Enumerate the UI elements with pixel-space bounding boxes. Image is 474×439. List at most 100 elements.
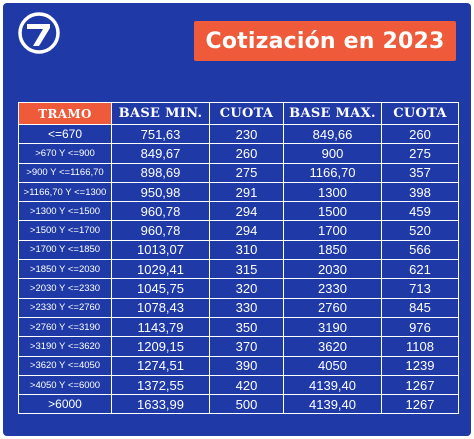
cell-cuota-min: 230 xyxy=(209,123,284,145)
table-row: >1166,70 Y <=1300 950,98 291 1300 398 xyxy=(18,181,459,203)
table-row: >2030 Y <=2330 1045,75 320 2330 713 xyxy=(18,278,459,299)
table-row: >6000 1633,99 500 4139,40 1267 xyxy=(18,394,459,415)
cell-tramo: >1500 Y <=1700 xyxy=(18,220,112,241)
cell-base-max: 2030 xyxy=(283,259,382,280)
table-body: <=670 751,63 230 849,66 260 >670 Y <=900 849,6… xyxy=(18,123,459,415)
cell-cuota-min: 370 xyxy=(209,336,284,357)
cell-cuota-max: 976 xyxy=(381,316,459,338)
cell-tramo: >6000 xyxy=(18,394,112,415)
cell-cuota-min: 294 xyxy=(209,220,284,241)
cell-cuota-min: 500 xyxy=(209,394,284,415)
table-row: >2330 Y <=2760 1078,43 330 2760 845 xyxy=(18,297,459,318)
cell-cuota-max: 621 xyxy=(381,259,459,280)
cell-cuota-min: 294 xyxy=(209,201,284,222)
cell-base-min: 1274,51 xyxy=(111,355,210,376)
column-header-tramo: TRAMO xyxy=(18,102,112,125)
cell-base-min: 1013,07 xyxy=(111,239,210,261)
cell-base-min: 1633,99 xyxy=(111,394,210,415)
cell-base-min: 1372,55 xyxy=(111,374,210,396)
cell-base-max: 3190 xyxy=(283,316,382,338)
cell-base-min: 960,78 xyxy=(111,201,210,222)
cell-base-max: 1700 xyxy=(283,220,382,241)
table-row: >2760 Y <=3190 1143,79 350 3190 976 xyxy=(18,316,459,338)
contribution-table-card: Cotización en 2023 TRAMO BASE MIN. CUOTA… xyxy=(3,3,471,436)
cell-cuota-min: 315 xyxy=(209,259,284,280)
cell-tramo: >1300 Y <=1500 xyxy=(18,201,112,222)
cell-base-min: 1045,75 xyxy=(111,278,210,299)
table-row: >4050 Y <=6000 1372,55 420 4139,40 1267 xyxy=(18,374,459,396)
cell-base-min: 1209,15 xyxy=(111,336,210,357)
seven-circle-logo-icon xyxy=(18,12,60,54)
table-row: >1300 Y <=1500 960,78 294 1500 459 xyxy=(18,201,459,222)
cell-cuota-min: 390 xyxy=(209,355,284,376)
table-row: >1700 Y <=1850 1013,07 310 1850 566 xyxy=(18,239,459,261)
cell-cuota-max: 1239 xyxy=(381,355,459,376)
cell-base-min: 898,69 xyxy=(111,162,210,183)
cell-base-min: 1029,41 xyxy=(111,259,210,280)
column-header-base-max: BASE MAX. xyxy=(283,102,382,125)
cell-base-max: 1500 xyxy=(283,201,382,222)
table-row: >1500 Y <=1700 960,78 294 1700 520 xyxy=(18,220,459,241)
cell-tramo: >2030 Y <=2330 xyxy=(18,278,112,299)
cell-tramo: >3190 Y <=3620 xyxy=(18,336,112,357)
cell-cuota-min: 310 xyxy=(209,239,284,261)
cell-base-max: 2330 xyxy=(283,278,382,299)
cell-cuota-max: 1267 xyxy=(381,374,459,396)
cell-cuota-max: 1267 xyxy=(381,394,459,415)
cell-tramo: >1166,70 Y <=1300 xyxy=(18,181,112,203)
cell-base-min: 1078,43 xyxy=(111,297,210,318)
cell-base-min: 950,98 xyxy=(111,181,210,203)
cell-cuota-min: 320 xyxy=(209,278,284,299)
cell-base-min: 960,78 xyxy=(111,220,210,241)
cell-cuota-max: 566 xyxy=(381,239,459,261)
cell-base-max: 3620 xyxy=(283,336,382,357)
page-title: Cotización en 2023 xyxy=(194,21,456,61)
contribution-table: TRAMO BASE MIN. CUOTA BASE MAX. CUOTA <=… xyxy=(18,102,459,415)
cell-cuota-max: 459 xyxy=(381,201,459,222)
cell-tramo: >670 Y <=900 xyxy=(18,143,112,164)
cell-tramo: >2330 Y <=2760 xyxy=(18,297,112,318)
cell-tramo: >1850 Y <=2030 xyxy=(18,259,112,280)
table-row: <=670 751,63 230 849,66 260 xyxy=(18,123,459,145)
table-row: >1850 Y <=2030 1029,41 315 2030 621 xyxy=(18,259,459,280)
cell-cuota-max: 357 xyxy=(381,162,459,183)
cell-cuota-min: 330 xyxy=(209,297,284,318)
cell-cuota-max: 398 xyxy=(381,181,459,203)
cell-tramo: >3620 Y <=4050 xyxy=(18,355,112,376)
table-row: >670 Y <=900 849,67 260 900 275 xyxy=(18,143,459,164)
cell-tramo: >1700 Y <=1850 xyxy=(18,239,112,261)
cell-cuota-min: 260 xyxy=(209,143,284,164)
column-header-base-min: BASE MIN. xyxy=(111,102,210,125)
cell-cuota-max: 1108 xyxy=(381,336,459,357)
cell-base-max: 1850 xyxy=(283,239,382,261)
cell-tramo: <=670 xyxy=(18,123,112,145)
table-row: >3190 Y <=3620 1209,15 370 3620 1108 xyxy=(18,336,459,357)
cell-base-max: 2760 xyxy=(283,297,382,318)
table-header-row: TRAMO BASE MIN. CUOTA BASE MAX. CUOTA xyxy=(18,102,459,125)
cell-cuota-max: 260 xyxy=(381,123,459,145)
cell-cuota-min: 420 xyxy=(209,374,284,396)
cell-tramo: >900 Y <=1166,70 xyxy=(18,162,112,183)
cell-base-max: 4139,40 xyxy=(283,394,382,415)
table-row: >900 Y <=1166,70 898,69 275 1166,70 357 xyxy=(18,162,459,183)
cell-cuota-min: 350 xyxy=(209,316,284,338)
cell-cuota-min: 291 xyxy=(209,181,284,203)
cell-base-max: 4139,40 xyxy=(283,374,382,396)
cell-base-max: 900 xyxy=(283,143,382,164)
cell-tramo: >2760 Y <=3190 xyxy=(18,316,112,338)
cell-base-min: 849,67 xyxy=(111,143,210,164)
cell-cuota-max: 713 xyxy=(381,278,459,299)
cell-base-max: 4050 xyxy=(283,355,382,376)
column-header-cuota-min: CUOTA xyxy=(209,102,284,125)
cell-cuota-min: 275 xyxy=(209,162,284,183)
cell-base-min: 751,63 xyxy=(111,123,210,145)
column-header-cuota-max: CUOTA xyxy=(381,102,459,125)
cell-tramo: >4050 Y <=6000 xyxy=(18,374,112,396)
cell-cuota-max: 845 xyxy=(381,297,459,318)
table-row: >3620 Y <=4050 1274,51 390 4050 1239 xyxy=(18,355,459,376)
cell-base-max: 849,66 xyxy=(283,123,382,145)
cell-base-max: 1300 xyxy=(283,181,382,203)
cell-base-max: 1166,70 xyxy=(283,162,382,183)
cell-base-min: 1143,79 xyxy=(111,316,210,338)
cell-cuota-max: 520 xyxy=(381,220,459,241)
